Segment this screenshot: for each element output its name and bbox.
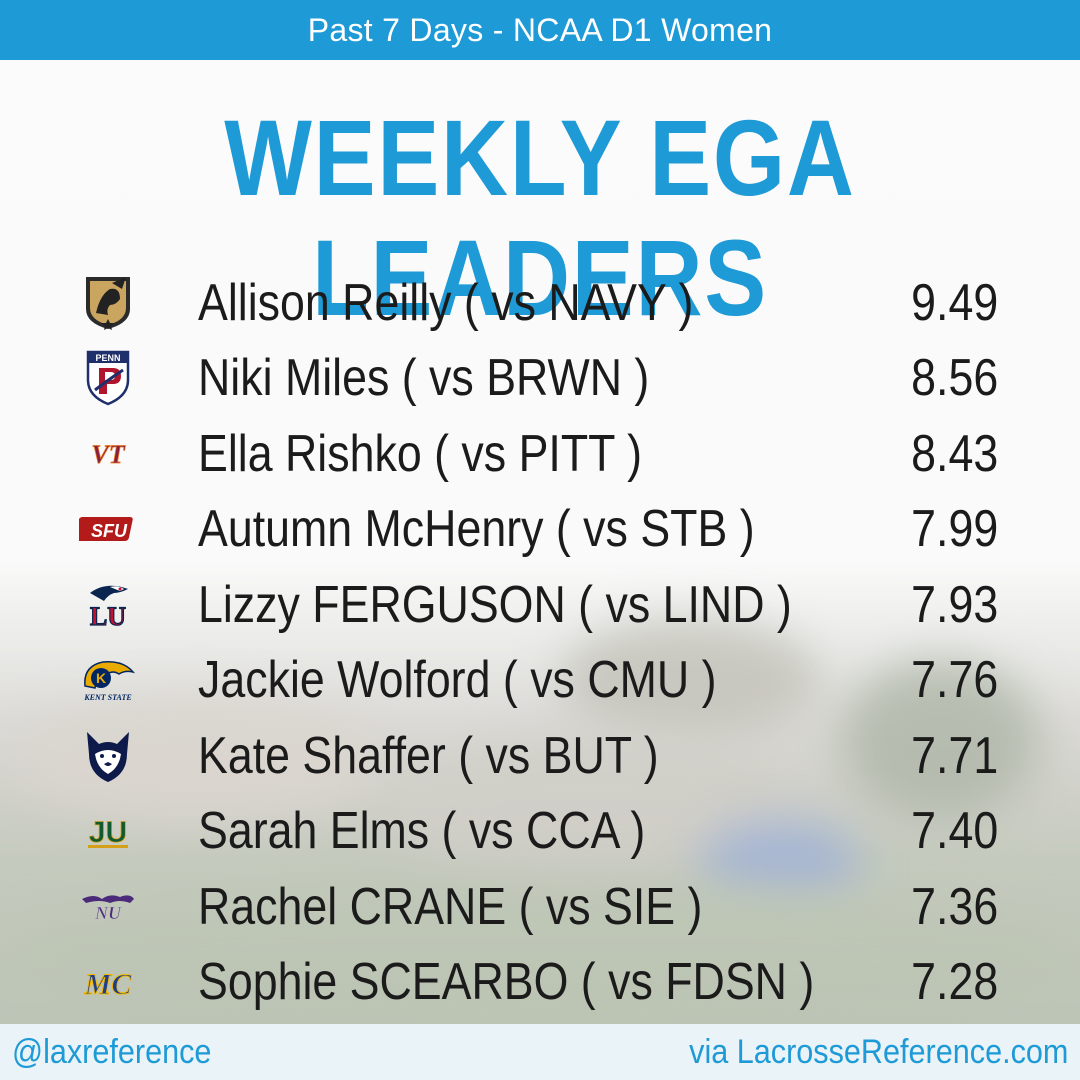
player-name: Autumn McHenry ( vs STB ) <box>198 500 755 559</box>
list-item: LU Lizzy FERGUSON ( vs LIND ) 7.93 <box>0 567 1080 643</box>
ega-value: 8.43 <box>910 424 998 483</box>
page-title: WEEKLY EGA LEADERS <box>224 97 856 338</box>
vt-logo-text: VT <box>91 440 125 469</box>
kent-logo-letter: K <box>96 670 106 686</box>
list-item: Allison Reilly ( vs NAVY ) 9.49 <box>0 265 1080 341</box>
virginia-tech-logo: VT <box>78 426 138 482</box>
player-name: Lizzy FERGUSON ( vs LIND ) <box>198 575 792 634</box>
penn-logo-text: PENN <box>95 353 120 363</box>
player-name: Rachel CRANE ( vs SIE ) <box>198 877 703 936</box>
kent-logo-word: KENT STATE <box>83 693 131 702</box>
list-item: VT Ella Rishko ( vs PITT ) 8.43 <box>0 416 1080 492</box>
ju-logo: JU <box>78 803 138 859</box>
sfu-logo: SFU <box>78 501 138 557</box>
leaders-list: Allison Reilly ( vs NAVY ) 9.49 PENN Nik… <box>0 265 1080 1020</box>
list-item: SFU Autumn McHenry ( vs STB ) 7.99 <box>0 492 1080 568</box>
list-item: Kate Shaffer ( vs BUT ) 7.71 <box>0 718 1080 794</box>
player-name: Allison Reilly ( vs NAVY ) <box>198 273 694 332</box>
niagara-logo: NU <box>78 879 138 935</box>
header-subtitle: Past 7 Days - NCAA D1 Women <box>307 11 773 48</box>
ega-value: 7.40 <box>910 802 998 861</box>
mc-logo-text: MC <box>84 968 133 1001</box>
list-item: NU Rachel CRANE ( vs SIE ) 7.36 <box>0 869 1080 945</box>
ega-value: 7.71 <box>910 726 998 785</box>
uconn-husky-logo <box>78 728 138 784</box>
penn-shield-logo: PENN <box>78 350 138 406</box>
player-name: Sophie SCEARBO ( vs FDSN ) <box>198 953 815 1012</box>
footer-bar: @laxreference via LacrosseReference.com <box>0 1024 1080 1080</box>
ega-value: 7.99 <box>910 500 998 559</box>
player-name: Jackie Wolford ( vs CMU ) <box>198 651 717 710</box>
list-item: MC Sophie SCEARBO ( vs FDSN ) 7.28 <box>0 945 1080 1021</box>
ega-value: 9.49 <box>910 273 998 332</box>
niu-logo-text: NU <box>94 903 122 923</box>
ega-value: 7.93 <box>910 575 998 634</box>
player-name: Ella Rishko ( vs PITT ) <box>198 424 642 483</box>
player-name: Kate Shaffer ( vs BUT ) <box>198 726 659 785</box>
lu-logo-text: LU <box>90 602 126 631</box>
social-handle[interactable]: @laxreference <box>12 1032 212 1071</box>
ju-logo-text: JU <box>89 816 127 849</box>
kent-state-logo: K KENT STATE <box>78 652 138 708</box>
merrimack-logo: MC <box>78 954 138 1010</box>
army-knight-logo <box>78 275 138 331</box>
liberty-eagle-logo: LU <box>78 577 138 633</box>
player-name: Niki Miles ( vs BRWN ) <box>198 349 650 408</box>
list-item: K KENT STATE Jackie Wolford ( vs CMU ) 7… <box>0 643 1080 719</box>
header-bar: Past 7 Days - NCAA D1 Women <box>0 0 1080 60</box>
list-item: PENN Niki Miles ( vs BRWN ) 8.56 <box>0 341 1080 417</box>
ega-value: 7.36 <box>910 877 998 936</box>
sfu-logo-text: SFU <box>91 521 128 541</box>
ega-value: 7.76 <box>910 651 998 710</box>
ega-value: 8.56 <box>910 349 998 408</box>
ega-value: 7.28 <box>910 953 998 1012</box>
list-item: JU Sarah Elms ( vs CCA ) 7.40 <box>0 794 1080 870</box>
player-name: Sarah Elms ( vs CCA ) <box>198 802 646 861</box>
source-link[interactable]: via LacrosseReference.com <box>688 1032 1068 1071</box>
